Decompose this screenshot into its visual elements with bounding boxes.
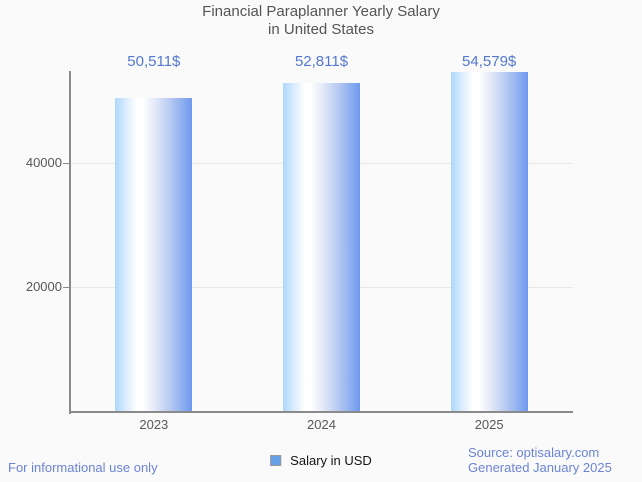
y-axis-tick [63, 286, 70, 288]
source-text: Source: optisalary.com [468, 445, 600, 460]
y-axis-tick [63, 162, 70, 164]
x-axis-tick-label: 2024 [307, 417, 336, 432]
bar-2024 [283, 83, 360, 412]
chart-title-line1: Financial Paraplanner Yearly Salary [202, 3, 440, 20]
x-axis-line [69, 411, 573, 413]
bar-2023 [115, 97, 193, 412]
bar-value-label: 54,579$ [462, 53, 517, 70]
y-axis-tick-label: 40000 [25, 155, 62, 170]
y-axis-line [69, 71, 71, 414]
y-axis-tick-label: 20000 [25, 279, 62, 295]
generated-text: Generated January 2025 [468, 460, 612, 475]
chart-title: Financial Paraplanner Yearly Salary in U… [0, 3, 642, 38]
source-info: Source: optisalary.com Generated January… [468, 445, 612, 475]
legend-swatch-icon [270, 455, 282, 466]
disclaimer-text: For informational use only [8, 460, 158, 475]
bar-value-label: 50,511$ [127, 53, 181, 70]
bar-value-label: 52,811$ [294, 53, 349, 70]
x-axis-tick-label: 2023 [139, 417, 169, 432]
chart-title-line2: in United States [268, 20, 374, 38]
x-axis-tick-label: 2025 [474, 417, 504, 432]
legend: Salary in USD [270, 453, 372, 468]
bar-2025 [450, 72, 528, 412]
legend-label: Salary in USD [290, 453, 372, 468]
